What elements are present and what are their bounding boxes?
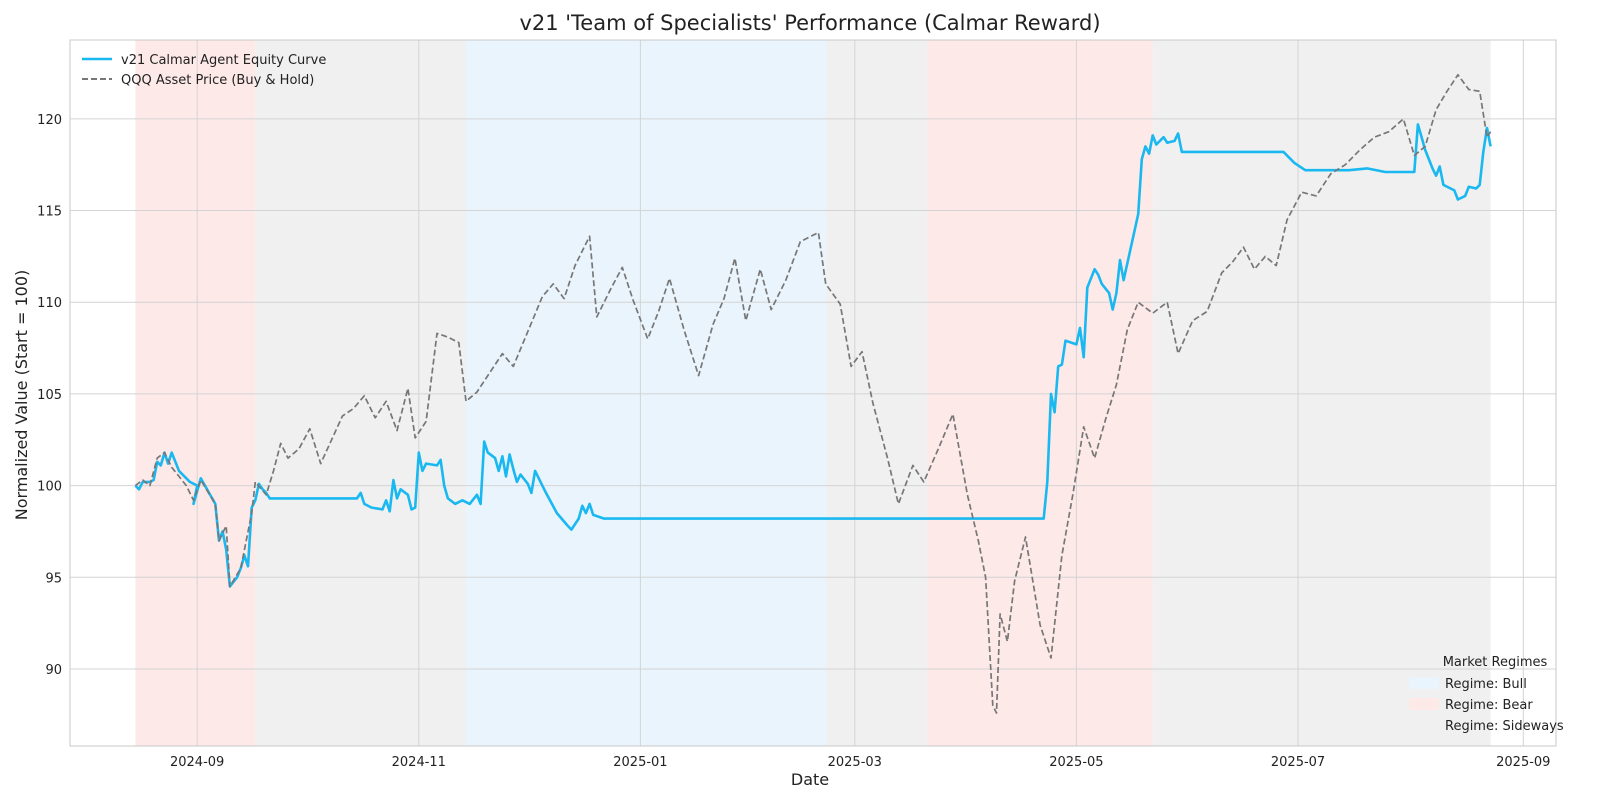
regimes-legend: Market Regimes Regime: Bull Regime: Bear… bbox=[1409, 655, 1564, 734]
y-tick-label: 115 bbox=[37, 205, 62, 220]
series-legend: v21 Calmar Agent Equity Curve QQQ Asset … bbox=[82, 53, 326, 88]
regime-band-bull bbox=[466, 40, 826, 746]
tick-labels: 90 95 100 105 110 115 120 2024-09 2024-11 2025-01… bbox=[37, 113, 1550, 770]
qqq-price-line bbox=[134, 73, 1492, 714]
series-lines bbox=[134, 73, 1492, 714]
legend-label-equity: v21 Calmar Agent Equity Curve bbox=[121, 53, 326, 68]
regime-bands bbox=[135, 40, 1491, 746]
legend-label-qqq: QQQ Asset Price (Buy & Hold) bbox=[121, 73, 314, 88]
regime-band-sideways bbox=[825, 40, 928, 746]
regime-band-sideways bbox=[255, 40, 467, 746]
y-tick-label: 105 bbox=[37, 388, 62, 403]
y-axis-label: Normalized Value (Start = 100) bbox=[12, 270, 31, 521]
x-tick-label: 2024-09 bbox=[170, 755, 224, 770]
x-tick-label: 2025-01 bbox=[613, 755, 667, 770]
chart-title: v21 'Team of Specialists' Performance (C… bbox=[519, 11, 1100, 35]
legend-swatch-bear bbox=[1409, 698, 1439, 710]
x-axis-label: Date bbox=[791, 770, 829, 789]
y-tick-label: 100 bbox=[37, 480, 62, 495]
y-tick-label: 95 bbox=[45, 571, 62, 586]
legend-label-bull: Regime: Bull bbox=[1445, 677, 1527, 692]
regimes-legend-title: Market Regimes bbox=[1443, 655, 1548, 670]
grid-lines bbox=[70, 40, 1556, 746]
y-tick-label: 110 bbox=[37, 296, 62, 311]
legend-label-sideways: Regime: Sideways bbox=[1445, 719, 1564, 734]
y-tick-label: 90 bbox=[45, 663, 62, 678]
x-tick-label: 2025-05 bbox=[1049, 755, 1103, 770]
regime-band-bear bbox=[927, 40, 1153, 746]
legend-swatch-sideways bbox=[1409, 719, 1439, 731]
regime-band-bear bbox=[135, 40, 256, 746]
plot-frame bbox=[69, 39, 1557, 747]
x-tick-label: 2025-09 bbox=[1496, 755, 1550, 770]
x-tick-label: 2025-03 bbox=[828, 755, 882, 770]
equity-curve-line bbox=[134, 123, 1492, 588]
x-tick-label: 2025-07 bbox=[1271, 755, 1325, 770]
x-tick-label: 2024-11 bbox=[392, 755, 446, 770]
y-tick-label: 120 bbox=[37, 113, 62, 128]
regime-band-sideways bbox=[1152, 40, 1491, 746]
legend-label-bear: Regime: Bear bbox=[1445, 698, 1533, 713]
legend-swatch-bull bbox=[1409, 677, 1439, 689]
